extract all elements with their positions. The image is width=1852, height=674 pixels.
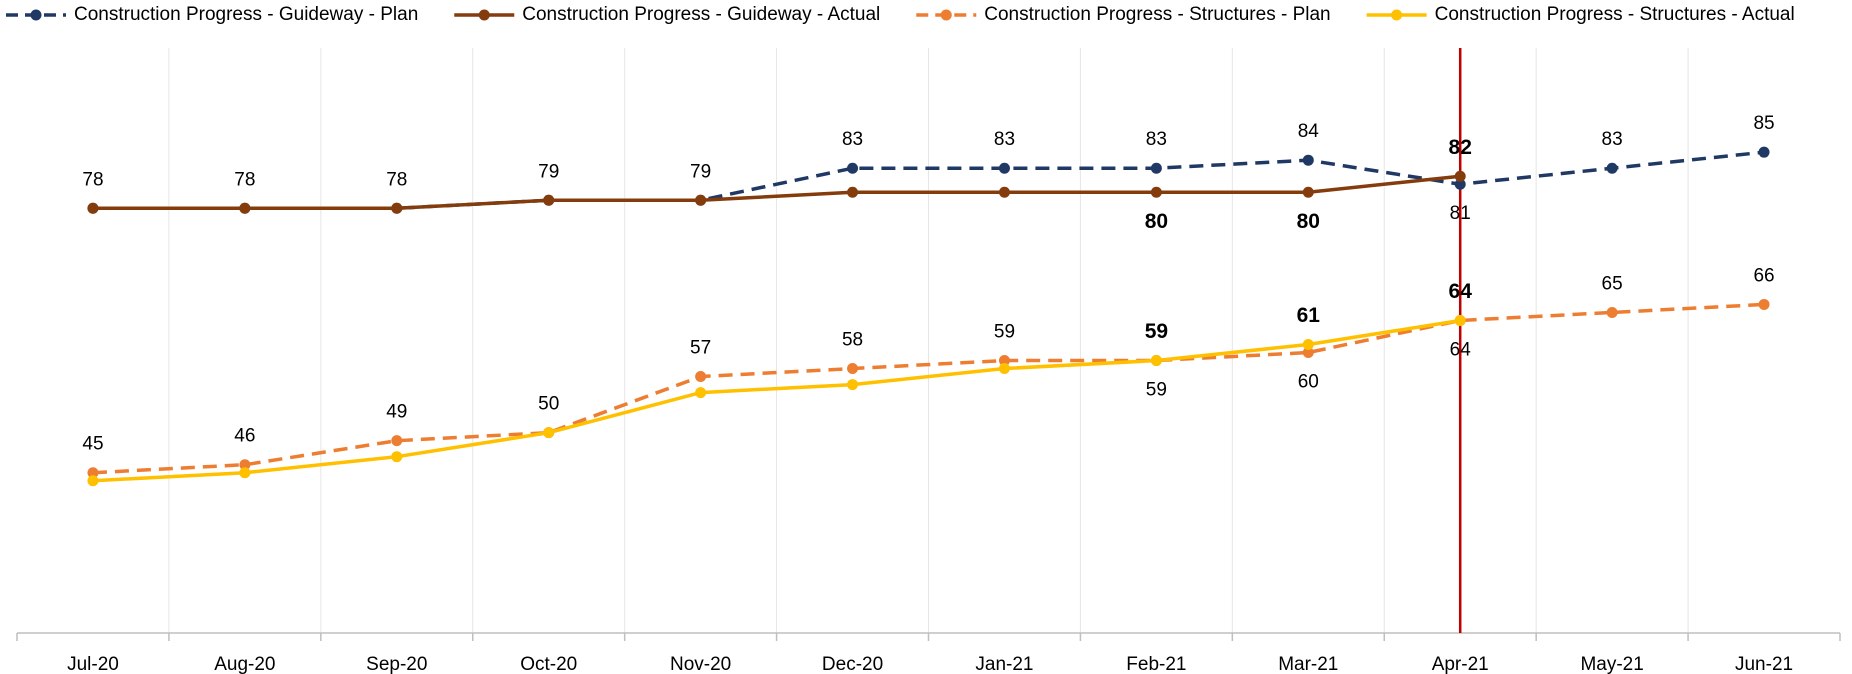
point xyxy=(1302,186,1314,198)
point xyxy=(1758,298,1770,310)
data-label: 57 xyxy=(690,338,711,359)
legend-item: Construction Progress - Structures - Pla… xyxy=(916,4,1331,25)
legend-item: Construction Progress - Guideway - Plan xyxy=(6,4,418,25)
data-label: 83 xyxy=(1602,129,1623,150)
data-label: 64 xyxy=(1450,339,1472,360)
data-label: 84 xyxy=(1298,121,1320,142)
legend-marker xyxy=(1391,9,1403,21)
point xyxy=(998,162,1010,174)
x-tick-label: Jul-20 xyxy=(67,654,119,674)
data-label: 61 xyxy=(1297,304,1321,327)
data-label: 59 xyxy=(994,322,1015,343)
point xyxy=(87,475,99,487)
point xyxy=(1454,178,1466,190)
point xyxy=(998,355,1010,367)
point xyxy=(1454,314,1466,326)
legend-item: Construction Progress - Guideway - Actua… xyxy=(454,4,880,25)
data-label: 46 xyxy=(234,426,255,447)
x-tick-label: Apr-21 xyxy=(1432,654,1489,674)
data-label: 81 xyxy=(1450,203,1471,224)
data-label: 80 xyxy=(1145,210,1168,233)
point xyxy=(1302,339,1314,351)
data-label: 66 xyxy=(1753,265,1774,286)
point xyxy=(1454,170,1466,182)
legend-marker xyxy=(30,9,42,21)
point xyxy=(695,387,707,399)
legend-marker xyxy=(940,9,952,21)
point xyxy=(239,459,251,471)
x-tick-label: Jun-21 xyxy=(1735,654,1793,674)
point xyxy=(1302,347,1314,359)
point xyxy=(239,202,251,214)
point xyxy=(1150,355,1162,367)
legend-item: Construction Progress - Structures - Act… xyxy=(1366,4,1795,25)
data-label: 58 xyxy=(842,330,863,351)
point xyxy=(543,427,555,439)
point xyxy=(998,363,1010,375)
data-label: 79 xyxy=(538,161,559,182)
data-label: 83 xyxy=(842,129,863,150)
series-line xyxy=(92,302,1765,475)
x-tick-label: Jan-21 xyxy=(975,654,1033,674)
data-label: 64 xyxy=(1449,280,1473,303)
legend-label: Construction Progress - Guideway - Actua… xyxy=(522,4,880,25)
data-label: 80 xyxy=(1297,210,1320,233)
x-tick-label: Aug-20 xyxy=(214,654,275,674)
x-tick-label: Oct-20 xyxy=(520,654,577,674)
point xyxy=(543,194,555,206)
data-label: 45 xyxy=(82,434,103,455)
x-tick-label: Mar-21 xyxy=(1278,654,1338,674)
point xyxy=(847,379,859,391)
series-line xyxy=(92,318,1461,483)
point xyxy=(87,467,99,479)
point xyxy=(695,194,707,206)
data-label: 78 xyxy=(234,169,255,190)
data-label: 49 xyxy=(386,402,407,423)
data-label: 79 xyxy=(690,161,711,182)
data-label: 78 xyxy=(82,169,103,190)
point xyxy=(695,371,707,383)
data-label: 85 xyxy=(1753,113,1774,134)
data-label: 83 xyxy=(994,129,1015,150)
legend-label: Construction Progress - Structures - Act… xyxy=(1435,4,1795,25)
data-label: 83 xyxy=(1146,129,1167,150)
data-label: 82 xyxy=(1449,136,1472,159)
point xyxy=(1606,162,1618,174)
x-tick-label: Dec-20 xyxy=(822,654,883,674)
series-line xyxy=(92,174,1461,211)
series-line xyxy=(92,150,1765,211)
legend-marker xyxy=(478,9,490,21)
legend-label: Construction Progress - Guideway - Plan xyxy=(74,4,418,25)
point xyxy=(391,435,403,447)
data-label: 60 xyxy=(1298,372,1319,393)
point xyxy=(1606,306,1618,318)
point xyxy=(1150,186,1162,198)
point xyxy=(998,186,1010,198)
legend-label: Construction Progress - Structures - Pla… xyxy=(984,4,1330,25)
data-label: 50 xyxy=(538,394,559,415)
point xyxy=(391,451,403,463)
point xyxy=(847,162,859,174)
point xyxy=(391,202,403,214)
legend: Construction Progress - Guideway - Plan C… xyxy=(6,4,1795,25)
data-label: 78 xyxy=(386,169,407,190)
data-label: 59 xyxy=(1145,320,1168,343)
point xyxy=(1302,154,1314,166)
point xyxy=(847,186,859,198)
x-tick-label: Nov-20 xyxy=(670,654,731,674)
data-label: 59 xyxy=(1146,380,1167,401)
data-label: 65 xyxy=(1602,273,1623,294)
point xyxy=(87,202,99,214)
point xyxy=(239,467,251,479)
point xyxy=(847,363,859,375)
x-tick-label: May-21 xyxy=(1580,654,1643,674)
point xyxy=(1150,162,1162,174)
point xyxy=(1758,146,1770,158)
x-tick-label: Sep-20 xyxy=(366,654,427,674)
x-tick-label: Feb-21 xyxy=(1126,654,1186,674)
